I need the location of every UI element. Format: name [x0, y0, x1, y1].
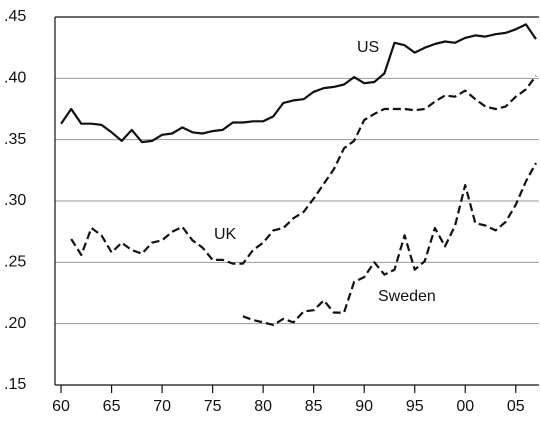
series-label: US	[357, 39, 379, 56]
x-tick-label: 85	[305, 398, 323, 415]
line-us	[60, 23, 537, 144]
y-tick-label: .30	[4, 192, 26, 209]
x-tick-label: 65	[103, 398, 121, 415]
x-tick-label: 05	[507, 398, 525, 415]
y-tick-label: .15	[4, 376, 26, 393]
x-tick-label: 75	[204, 398, 222, 415]
x-tick-label: 70	[153, 398, 171, 415]
series-label: UK	[214, 226, 237, 243]
y-tick-label: .20	[4, 315, 26, 332]
x-tick-label: 90	[355, 398, 373, 415]
line-sweden	[242, 162, 537, 326]
y-tick-label: .25	[4, 254, 26, 271]
line-uk	[70, 75, 537, 265]
y-tick-label: .45	[4, 8, 26, 25]
series-label: Sweden	[378, 288, 436, 305]
y-tick-label: .35	[4, 131, 26, 148]
x-tick-label: 00	[456, 398, 474, 415]
x-tick-label: 60	[52, 398, 70, 415]
y-tick-label: .40	[4, 70, 26, 87]
x-tick-label: 95	[406, 398, 424, 415]
x-tick-label: 80	[254, 398, 272, 415]
